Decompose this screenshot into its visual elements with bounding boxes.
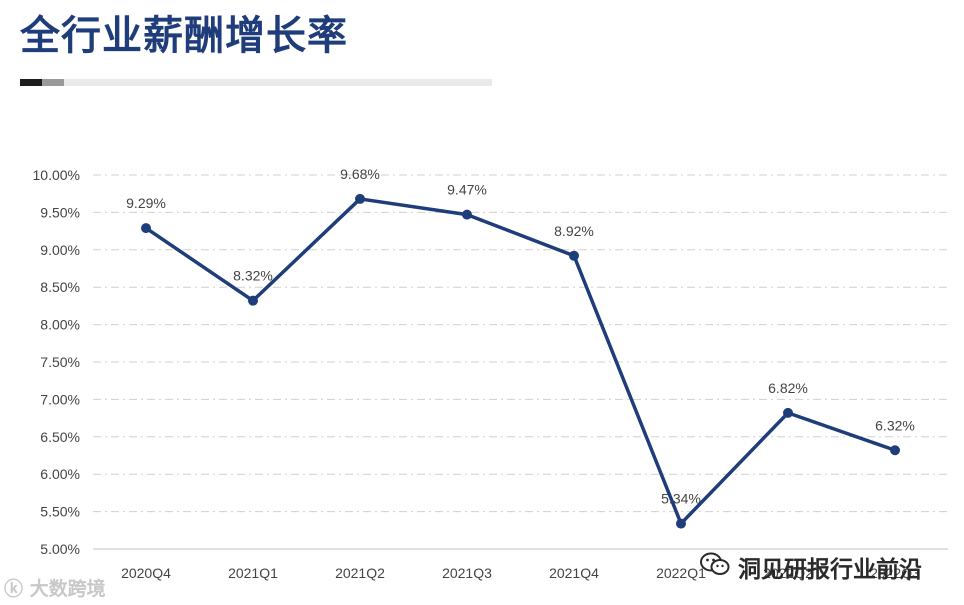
data-label: 9.68%	[340, 166, 380, 182]
wechat-icon	[700, 551, 730, 583]
y-tick-label: 9.50%	[40, 204, 80, 220]
grid-lines	[93, 174, 948, 550]
title-underline-light	[64, 79, 492, 86]
y-tick-label: 9.00%	[40, 242, 80, 258]
data-point	[676, 518, 686, 529]
data-label: 8.32%	[233, 268, 273, 284]
data-point	[569, 250, 579, 261]
x-tick-label: 2022Q3	[870, 565, 920, 581]
data-points	[141, 193, 900, 529]
series-line-path	[145, 197, 896, 526]
x-axis-ticks: 2020Q4 2021Q1 2021Q2 2021Q3 2021Q4 2022Q1 2022…	[121, 565, 920, 581]
watermark-right-text: 洞见研报行业前沿	[738, 557, 922, 583]
y-tick-label: 7.50%	[40, 354, 80, 370]
y-tick-label: 8.00%	[40, 317, 80, 333]
data-point	[783, 407, 793, 418]
data-label: 9.47%	[447, 182, 487, 198]
data-point	[141, 223, 151, 234]
data-label: 5.34%	[661, 491, 701, 507]
x-tick-label: 2021Q3	[442, 565, 492, 581]
y-tick-label: 10.00%	[33, 167, 80, 183]
data-point	[248, 295, 258, 306]
page-title: 全行业薪酬增长率	[20, 13, 348, 59]
watermark-right: 洞见研报行业前沿	[700, 550, 922, 584]
x-tick-label: 2021Q1	[228, 565, 278, 581]
data-point	[462, 209, 472, 220]
x-tick-label: 2022Q1	[656, 565, 706, 581]
title-underline-gray	[42, 79, 64, 86]
data-label: 6.82%	[768, 380, 808, 396]
series-line	[145, 197, 896, 526]
x-tick-label: 2020Q4	[121, 565, 171, 581]
x-tick-label: 2022Q2	[763, 565, 813, 581]
title-underline-dark	[20, 79, 42, 86]
data-point	[890, 445, 900, 456]
data-label: 8.92%	[554, 223, 594, 239]
y-tick-label: 8.50%	[40, 279, 80, 295]
watermark-left-text: 大数跨境	[29, 578, 106, 600]
data-label: 6.32%	[875, 417, 915, 433]
data-label: 9.29%	[126, 195, 166, 211]
data-labels: 9.29% 8.32% 9.68% 9.47% 8.92% 5.34% 6.82% 6.32%	[126, 166, 915, 507]
y-axis-ticks: 5.00% 5.50% 6.00% 6.50% 7.00% 7.50% 8.00% 8.50%…	[33, 167, 80, 557]
data-point	[355, 193, 365, 204]
y-tick-label: 5.00%	[40, 541, 80, 557]
watermark-left: ⓚ 大数跨境	[4, 574, 106, 601]
x-tick-label: 2021Q4	[549, 565, 599, 581]
y-tick-label: 6.00%	[40, 466, 80, 482]
y-tick-label: 6.50%	[40, 429, 80, 445]
watermark-left-icon: ⓚ	[4, 578, 30, 600]
y-tick-label: 5.50%	[40, 504, 80, 520]
x-tick-label: 2021Q2	[335, 565, 385, 581]
y-tick-label: 7.00%	[40, 391, 80, 407]
